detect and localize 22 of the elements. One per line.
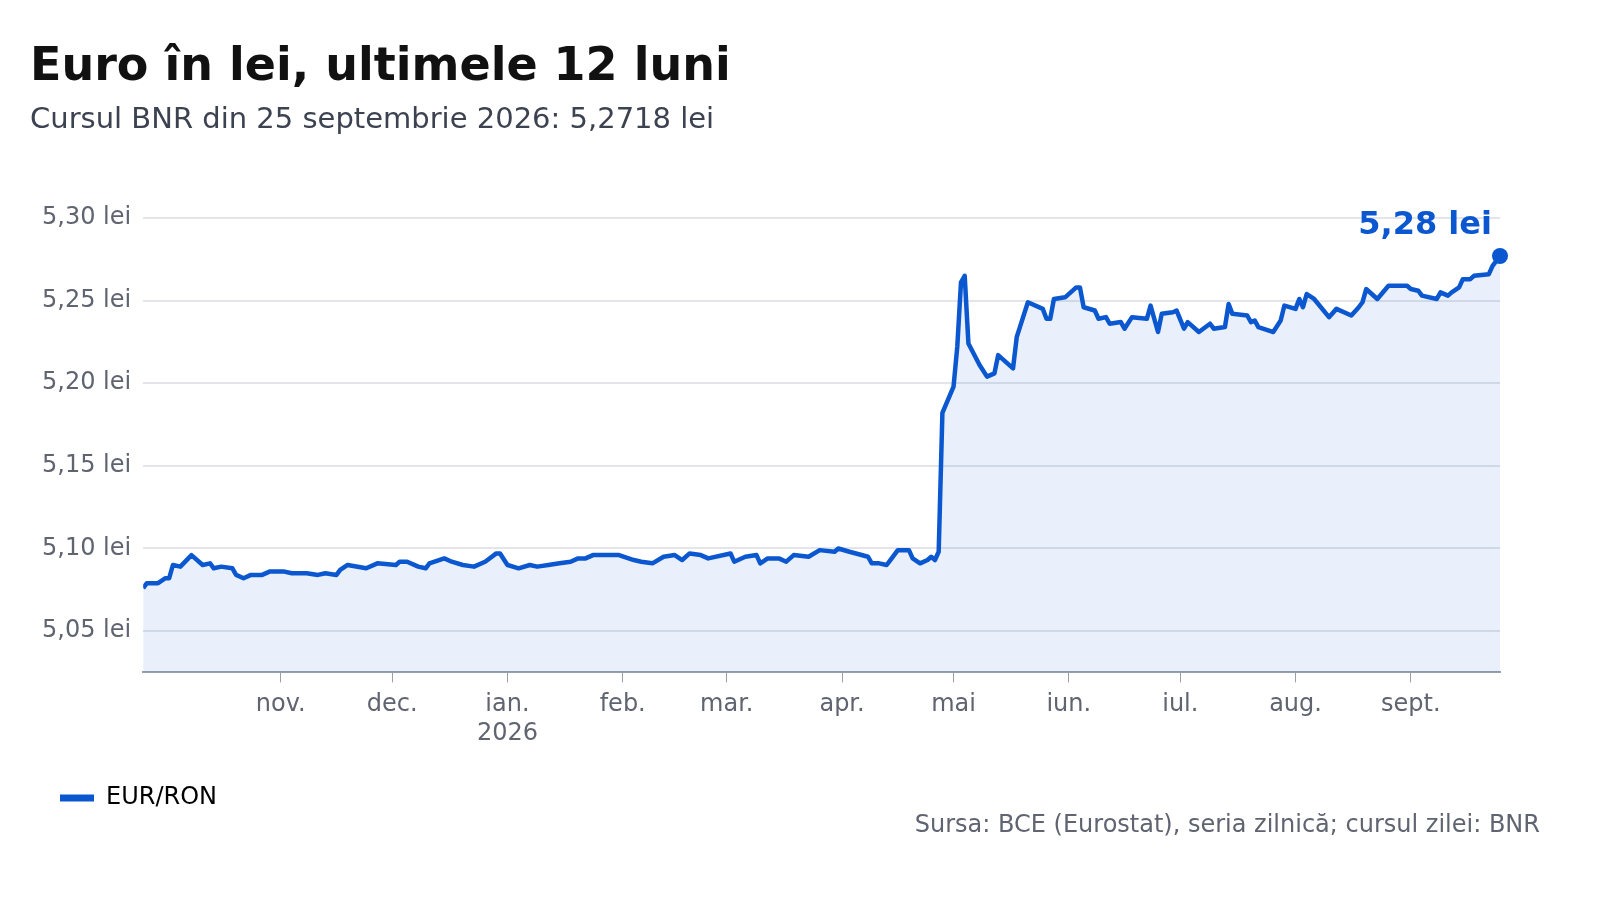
x-tick-label: mar. [700,689,754,718]
y-tick-label: 5,15 lei [42,450,132,479]
x-tick-label: ian. 2026 [476,689,539,746]
legend-label: EUR/RON [106,782,218,811]
y-tick-label: 5,30 lei [42,202,132,231]
chart-subtitle: Cursul BNR din 25 septembrie 2026: 5,2718 lei [30,101,715,136]
x-tick-label: iun. [1046,689,1092,718]
x-tick-label: mai [931,689,976,718]
x-tick-label: dec. [366,689,418,718]
y-tick-label: 5,10 lei [42,532,132,561]
x-tick-label: sept. [1381,689,1441,718]
x-tick-label: apr. [819,689,865,718]
y-tick-label: 5,05 lei [42,615,132,644]
annotation: 5,28 lei [1358,204,1492,243]
text: Sursa: BCE (Eurostat), seria zilnică; cursul zilei: BNR [914,810,1540,838]
x-tick-label: iul. [1162,689,1199,718]
x-tick-label: aug. [1269,689,1322,718]
y-tick-label: 5,20 lei [42,367,132,396]
x-tick-label: feb. [599,689,646,718]
y-tick-label: 5,25 lei [42,284,132,313]
x-tick-label: nov. [255,689,306,718]
chart-title: Euro în lei, ultimele 12 luni [30,36,731,91]
